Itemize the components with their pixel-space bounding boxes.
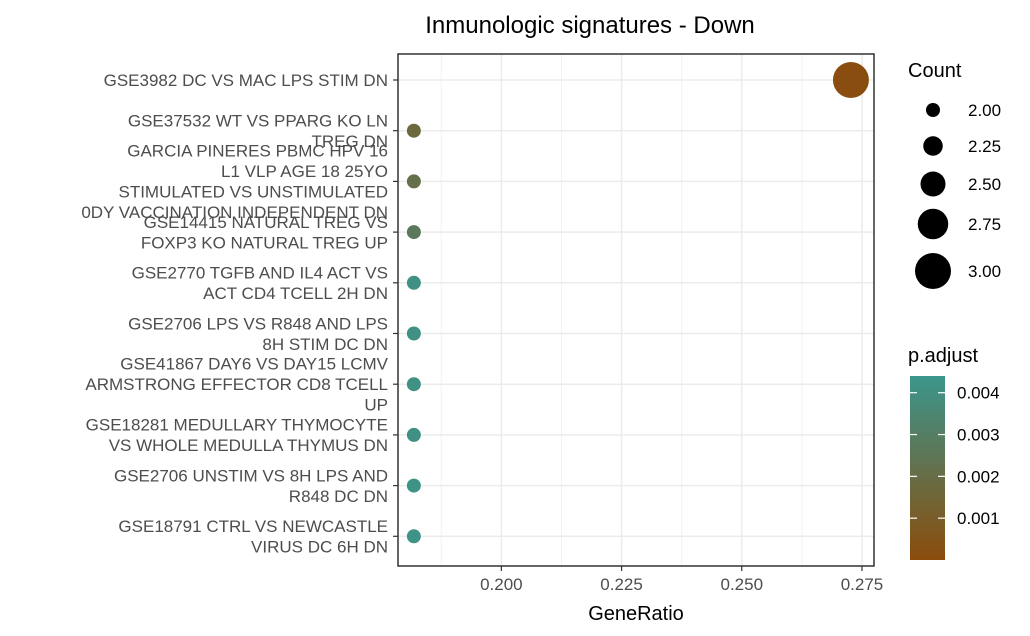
y-tick-label: GSE37532 WT VS PPARG KO LN TREG DN (128, 111, 388, 151)
y-tick-label: GSE41867 DAY6 VS DAY15 LCMV ARMSTRONG EFF… (85, 355, 388, 415)
colorbar-label: 0.003 (957, 426, 1000, 445)
colorbar-label: 0.004 (957, 384, 1000, 403)
panel-background (398, 54, 874, 566)
y-tick-label: GSE3982 DC VS MAC LPS STIM DN (104, 71, 388, 90)
colorbar-label: 0.002 (957, 467, 1000, 486)
data-point (406, 225, 421, 240)
count-legend-label: 2.50 (968, 175, 1001, 194)
x-tick-label: 0.225 (600, 575, 643, 594)
count-legend-label: 2.25 (968, 137, 1001, 156)
x-axis: 0.200 0.225 0.250 0.275 (480, 566, 883, 594)
data-point (406, 123, 421, 138)
count-legend-label: 2.75 (968, 215, 1001, 234)
count-legend-key (920, 171, 946, 197)
plot-panel (397, 53, 875, 567)
count-legend: Count 2.00 2.25 2.50 2.75 3.00 (908, 60, 1001, 289)
y-tick-label: GARCIA PINERES PBMC HPV 16 L1 VLP AGE 18 … (81, 142, 388, 223)
y-axis-labels: GSE3982 DC VS MAC LPS STIM DN GSE37532 WT… (81, 71, 398, 557)
data-point (832, 62, 869, 98)
p-adjust-legend-title: p.adjust (908, 345, 978, 367)
colorbar-label: 0.001 (957, 509, 1000, 528)
x-tick-label: 0.200 (480, 575, 523, 594)
count-legend-key (915, 253, 951, 289)
p-adjust-colorbar (910, 376, 945, 560)
y-tick-label: GSE14415 NATURAL TREG VS FOXP3 KO NATURAL… (141, 213, 388, 253)
x-tick-label: 0.250 (721, 575, 764, 594)
data-point (406, 478, 421, 493)
x-tick-label: 0.275 (841, 575, 884, 594)
data-point (406, 377, 421, 392)
count-legend-label: 3.00 (968, 262, 1001, 281)
y-tick-label: GSE18791 CTRL VS NEWCASTLE VIRUS DC 6H DN (118, 517, 388, 557)
chart-title: Inmunologic signatures - Down (425, 12, 755, 39)
data-point (406, 275, 421, 290)
count-legend-key (917, 208, 949, 240)
p-adjust-legend: p.adjust 0.001 0.002 0.003 0.004 (908, 345, 1000, 560)
data-point (406, 427, 421, 442)
y-tick-label: GSE2706 LPS VS R848 AND LPS 8H STIM DC DN (128, 314, 388, 354)
y-tick-label: GSE18281 MEDULLARY THYMOCYTE VS WHOLE MED… (86, 416, 388, 456)
count-legend-label: 2.00 (968, 101, 1001, 120)
count-legend-key (923, 136, 943, 156)
panel-border (397, 53, 875, 567)
x-axis-title: GeneRatio (588, 603, 684, 625)
data-point (406, 326, 421, 341)
count-legend-key (926, 103, 940, 117)
data-point (406, 174, 421, 189)
y-tick-label: GSE2770 TGFB AND IL4 ACT VS ACT CD4 TCELL… (132, 264, 388, 304)
y-tick-label: GSE2706 UNSTIM VS 8H LPS AND R848 DC DN (114, 466, 388, 506)
count-legend-title: Count (908, 60, 962, 82)
data-point (406, 529, 421, 544)
